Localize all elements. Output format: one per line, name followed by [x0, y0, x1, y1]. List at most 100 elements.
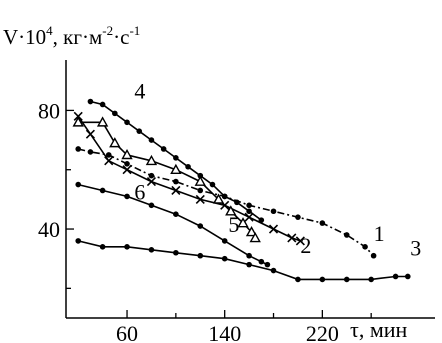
data-point: [404, 273, 411, 280]
data-point: [197, 187, 204, 194]
data-point: [75, 181, 82, 188]
x-marker-stroke: [295, 236, 305, 246]
y-label-unit-b: ·с: [113, 25, 129, 49]
y-label-exp3: -1: [129, 23, 140, 38]
data-point: [146, 177, 157, 187]
data-point: [264, 261, 271, 268]
data-point: [148, 246, 155, 253]
data-point: [287, 233, 297, 243]
data-point: [197, 252, 204, 259]
data-point: [343, 232, 350, 238]
data-point: [185, 163, 191, 170]
x-marker-stroke: [122, 165, 132, 175]
curve-label-3: 3: [410, 236, 421, 261]
data-point: [295, 236, 305, 246]
data-point: [122, 165, 132, 175]
data-point: [370, 252, 377, 259]
x-label-unit: , мин: [359, 317, 408, 342]
data-point: [99, 101, 106, 108]
data-point: [249, 231, 261, 243]
series-line-6: [78, 183, 268, 266]
data-point: [160, 146, 167, 152]
x-tick-label: 60: [116, 321, 138, 343]
curve-label-6: 6: [134, 179, 145, 204]
data-point: [246, 202, 252, 209]
y-label-unit-a: , кг·м: [53, 25, 103, 49]
data-point: [124, 193, 130, 200]
data-point: [212, 193, 225, 204]
series-3: [75, 238, 411, 283]
data-point: [244, 212, 254, 222]
data-point: [99, 244, 106, 250]
x-marker-stroke: [171, 185, 181, 196]
series-line-2: [77, 115, 301, 242]
data-point: [258, 217, 265, 223]
data-point: [246, 261, 252, 268]
data-point: [221, 238, 228, 244]
data-point: [104, 156, 114, 166]
data-point: [72, 116, 84, 127]
data-point: [148, 137, 155, 143]
series-6: [75, 181, 271, 268]
x-tick-label: 140: [208, 321, 241, 343]
data-point: [136, 128, 143, 134]
y-label-exp2: -2: [102, 23, 113, 38]
series-5: [72, 116, 261, 243]
data-point: [195, 194, 205, 204]
data-point: [237, 217, 249, 228]
y-label-exp1: 4: [46, 23, 53, 38]
axes: 60 140 220 40 80: [38, 60, 435, 343]
data-point: [343, 276, 350, 283]
data-point: [221, 255, 228, 262]
data-point: [245, 226, 258, 237]
data-point: [96, 116, 109, 127]
x-label-symbol: τ: [350, 317, 359, 342]
data-point: [319, 276, 326, 283]
x-marker-stroke: [287, 233, 297, 243]
data-point: [124, 244, 130, 250]
data-point: [87, 149, 94, 155]
x-marker-stroke: [85, 129, 95, 139]
data-point: [75, 146, 82, 152]
y-tick-label: 40: [38, 217, 60, 242]
x-axis-label: τ, мин: [350, 317, 408, 342]
curve-label-1: 1: [374, 221, 385, 246]
x-marker-stroke: [244, 212, 254, 222]
data-point: [173, 249, 179, 256]
data-point: [234, 199, 240, 206]
data-point: [295, 276, 301, 283]
data-point: [171, 185, 181, 196]
data-point: [105, 152, 112, 158]
data-point: [173, 178, 179, 185]
y-tick-label: 80: [38, 98, 60, 123]
data-point: [173, 155, 179, 161]
data-point: [319, 220, 326, 226]
data-point: [368, 276, 374, 283]
data-point: [362, 244, 368, 250]
data-point: [392, 273, 399, 280]
data-point: [124, 119, 130, 126]
data-point: [112, 110, 118, 117]
data-point: [295, 214, 301, 220]
labels-layer: 1 2 3 4 5 6: [134, 79, 421, 261]
data-point: [148, 172, 155, 179]
data-point: [170, 163, 182, 175]
data-point: [246, 252, 252, 259]
x-marker-stroke: [195, 194, 205, 204]
curve-label-5: 5: [228, 212, 239, 237]
data-point: [197, 223, 204, 229]
data-point: [121, 148, 133, 160]
x-tick-label: 220: [306, 321, 339, 343]
data-point: [194, 175, 206, 186]
data-point: [268, 224, 279, 234]
curve-label-4: 4: [134, 79, 145, 104]
data-point: [124, 160, 130, 167]
data-point: [109, 137, 121, 148]
data-point: [225, 205, 237, 216]
series-layer: [72, 98, 411, 283]
data-point: [221, 193, 228, 200]
series-4: [87, 98, 265, 223]
x-marker-stroke: [146, 177, 157, 187]
data-point: [148, 202, 155, 209]
data-point: [270, 267, 277, 274]
